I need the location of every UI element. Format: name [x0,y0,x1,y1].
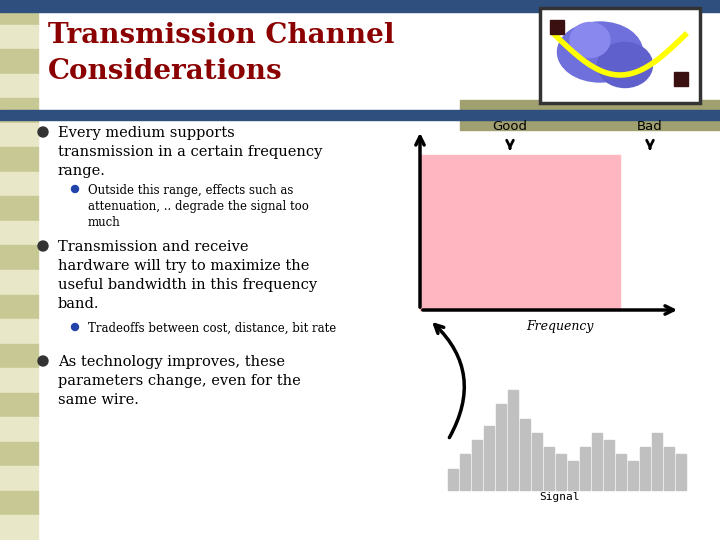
Text: Transmission and receive
hardware will try to maximize the
useful bandwidth in t: Transmission and receive hardware will t… [58,240,317,311]
Bar [640,447,650,490]
Bar [676,454,686,490]
Text: Considerations: Considerations [48,58,283,85]
Bar [0,270,38,294]
Text: Good: Good [492,120,528,133]
Bar [0,197,38,221]
Bar [420,155,620,310]
Bar [0,0,38,24]
Bar [0,147,38,172]
Bar [540,8,700,103]
Bar [472,440,482,490]
Bar [568,461,578,490]
Text: Transmission Channel: Transmission Channel [48,22,395,49]
Ellipse shape [557,22,642,82]
Bar [0,246,38,270]
Bar [0,393,38,417]
Bar [0,491,38,516]
Bar [0,24,38,49]
Bar [674,72,688,86]
Text: As technology improves, these
parameters change, even for the
same wire.: As technology improves, these parameters… [58,355,301,407]
Circle shape [38,241,48,251]
Circle shape [38,356,48,366]
Bar [592,433,602,490]
Bar [628,461,638,490]
Text: Every medium supports
transmission in a certain frequency
range.: Every medium supports transmission in a … [58,126,323,178]
Bar [0,467,38,491]
Bar [0,123,38,147]
FancyArrowPatch shape [435,325,464,437]
Bar [0,73,38,98]
Circle shape [71,323,78,330]
Bar [460,100,720,130]
Circle shape [71,186,78,192]
Bar [532,433,542,490]
Bar [0,98,38,123]
Bar [0,516,38,540]
Bar [580,447,590,490]
Text: Signal: Signal [540,492,580,502]
Bar [664,447,674,490]
Bar [0,221,38,246]
Bar [520,418,530,490]
Text: Bad: Bad [637,120,663,133]
Bar [550,20,564,34]
Bar [0,294,38,319]
Bar [652,433,662,490]
Bar [0,442,38,467]
Text: Frequency: Frequency [526,320,594,333]
Circle shape [38,127,48,137]
Ellipse shape [570,23,610,57]
Ellipse shape [598,43,652,87]
Text: Tradeoffs between cost, distance, bit rate: Tradeoffs between cost, distance, bit ra… [88,322,336,335]
Bar [0,172,38,197]
Bar [508,390,518,490]
Bar [0,110,720,120]
Bar [484,426,494,490]
Bar [448,469,458,490]
Bar [0,368,38,393]
Bar [0,49,38,73]
Bar [556,454,566,490]
Bar [0,343,38,368]
Bar [0,0,720,12]
Bar [496,404,506,490]
Bar [0,417,38,442]
Bar [0,319,38,343]
Bar [616,454,626,490]
Bar [544,447,554,490]
Text: Outside this range, effects such as
attenuation, .. degrade the signal too
much: Outside this range, effects such as atte… [88,184,309,229]
Bar [604,440,614,490]
Bar [460,454,470,490]
